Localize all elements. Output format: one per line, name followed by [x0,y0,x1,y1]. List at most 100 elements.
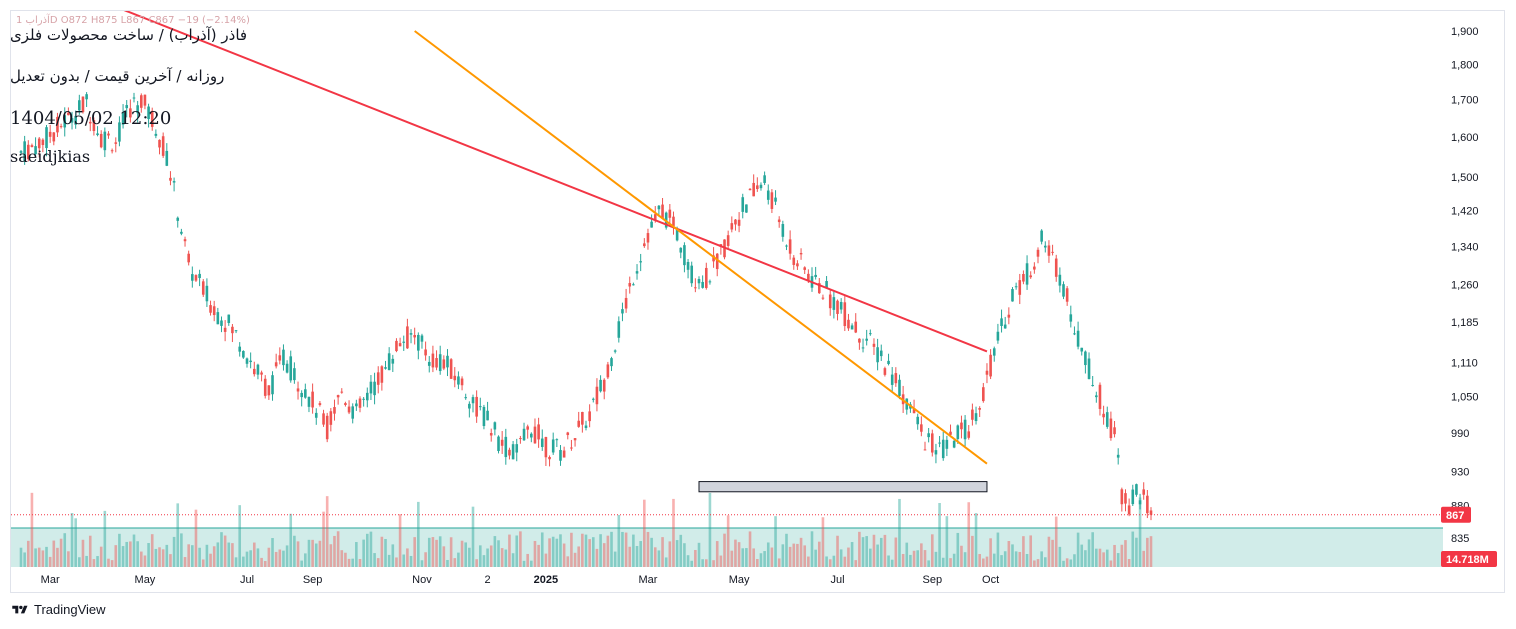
volume-bar [723,533,726,567]
candle-body [41,139,45,146]
volume-bar [865,536,868,567]
candle-body [260,372,263,375]
volume-bar [581,533,584,567]
candle-body [704,267,708,288]
volume-bar [909,554,912,567]
x-tick-label: May [135,574,156,586]
candle-body [854,321,858,333]
candle-body [449,359,453,379]
candle-body [183,239,187,242]
volume-bar [460,540,464,567]
candle-body [478,406,482,408]
volume-bar [887,555,890,567]
volume-bar [165,544,169,567]
candle-body [267,385,271,396]
volume-bar [121,546,125,567]
volume-bar [1109,560,1113,567]
candle-body [613,350,617,352]
volume-bar [1022,536,1025,567]
volume-bar [438,536,442,567]
candle-body [201,281,205,295]
candle-body [475,396,478,417]
candle-body [216,312,220,325]
volume-bar [1018,551,1022,567]
volume-bar [726,515,730,567]
volume-bar [861,537,865,567]
tradingview-brand[interactable]: TradingView [10,602,106,617]
y-tick-label: 1,500 [1451,172,1479,184]
volume-bar [817,541,821,567]
candle-body [1065,288,1069,302]
candle-body [34,146,37,155]
candle-body [978,408,981,410]
volume-bar [952,553,956,567]
volume-bar [766,542,770,567]
candle-body [573,438,577,441]
volume-bar [1011,544,1014,567]
volume-bar [879,537,883,567]
candle-body [380,366,384,383]
candle-body [679,247,683,253]
candle-body [952,440,956,448]
candle-body [165,150,169,166]
volume-bar [1047,536,1051,567]
volume-bar [1146,537,1149,567]
volume-bar [74,518,77,567]
candle-body [500,439,504,446]
candle-body [938,442,941,444]
volume-bar [1058,546,1062,567]
volume-bar [340,550,344,567]
volume-bar [650,537,653,567]
volume-bar [533,540,537,567]
candle-body [712,255,715,262]
volume-bar [967,502,971,567]
volume-bar [88,535,92,567]
volume-bar [231,543,234,567]
volume-bar [708,492,712,567]
volume-bar [941,557,945,567]
volume-bar [697,542,701,567]
chart-canvas[interactable]: 1,900 1,800 1,700 1,600 1,500 1,420 1,340 1,260… [11,11,1504,592]
candle-body [974,413,978,422]
volume-bar [1025,553,1029,567]
candle-body [548,457,551,460]
volume-bar [158,547,161,567]
candle-body [879,350,883,357]
candle-body [960,422,963,430]
candle-body [770,192,774,209]
volume-bar [37,547,41,567]
candle-body [369,381,373,394]
volume-bar [905,542,909,567]
candle-body [887,360,890,365]
candle-body [107,133,110,136]
volume-bar [333,535,336,567]
candle-body [172,181,176,183]
volume-bar [318,540,322,567]
volume-bar [110,560,114,567]
y-tick-label: 1,050 [1451,392,1479,404]
candle-body [610,358,613,367]
candle-body [1076,330,1080,347]
trendline-red [123,11,988,353]
candle-body [537,424,540,440]
candle-body [1105,412,1109,427]
candle-body [118,122,121,142]
volume-bar [872,534,876,567]
volume-bar [1007,541,1011,567]
volume-bar [395,557,398,567]
candle-body [715,253,719,270]
candle-body [26,144,30,160]
candle-body [223,327,227,332]
candle-body [566,432,570,436]
y-tick-label: 1,110 [1451,357,1478,369]
volume-bar [639,541,642,567]
volume-label: 14.718M [1446,554,1489,566]
candle-body [110,150,114,152]
volume-bar [478,545,482,567]
candle-body [916,416,920,425]
volume-bar [825,556,828,567]
candle-body [1073,333,1076,335]
chart-frame[interactable]: 1,900 1,800 1,700 1,600 1,500 1,420 1,340 1,260… [10,10,1505,593]
volume-bar [103,510,107,567]
candle-body [1011,289,1014,302]
